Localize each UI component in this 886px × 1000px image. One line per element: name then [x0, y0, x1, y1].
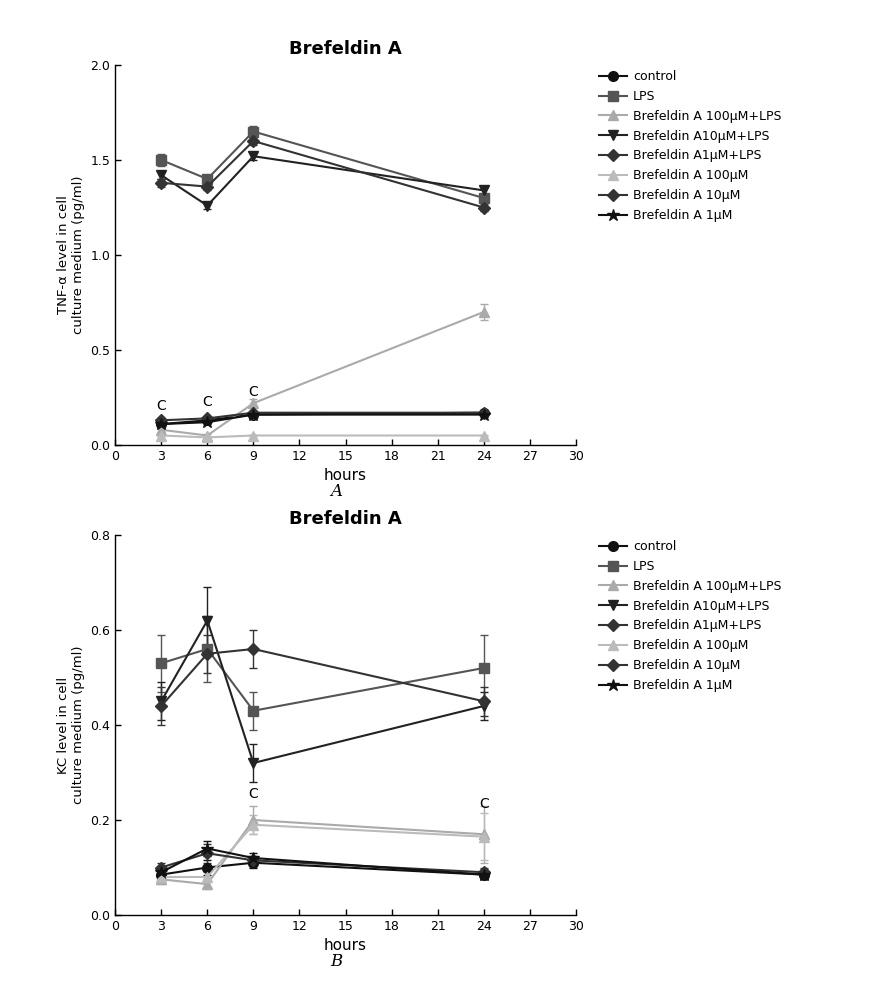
Legend: control, LPS, Brefeldin A 100μM+LPS, Brefeldin A10μM+LPS, Brefeldin A1μM+LPS, Br: control, LPS, Brefeldin A 100μM+LPS, Bre… — [595, 535, 787, 697]
Text: C: C — [478, 796, 489, 810]
Y-axis label: KC level in cell
culture medium (pg/ml): KC level in cell culture medium (pg/ml) — [57, 646, 85, 804]
X-axis label: hours: hours — [324, 468, 367, 483]
Text: B: B — [330, 954, 343, 970]
Title: Brefeldin A: Brefeldin A — [289, 40, 402, 58]
Text: A: A — [330, 484, 343, 500]
Legend: control, LPS, Brefeldin A 100μM+LPS, Brefeldin A10μM+LPS, Brefeldin A1μM+LPS, Br: control, LPS, Brefeldin A 100μM+LPS, Bre… — [595, 65, 787, 227]
X-axis label: hours: hours — [324, 938, 367, 953]
Y-axis label: TNF-α level in cell
culture medium (pg/ml): TNF-α level in cell culture medium (pg/m… — [57, 176, 85, 334]
Text: C: C — [156, 399, 167, 413]
Text: C: C — [248, 787, 259, 801]
Title: Brefeldin A: Brefeldin A — [289, 510, 402, 528]
Text: C: C — [248, 385, 259, 399]
Text: C: C — [202, 395, 213, 409]
